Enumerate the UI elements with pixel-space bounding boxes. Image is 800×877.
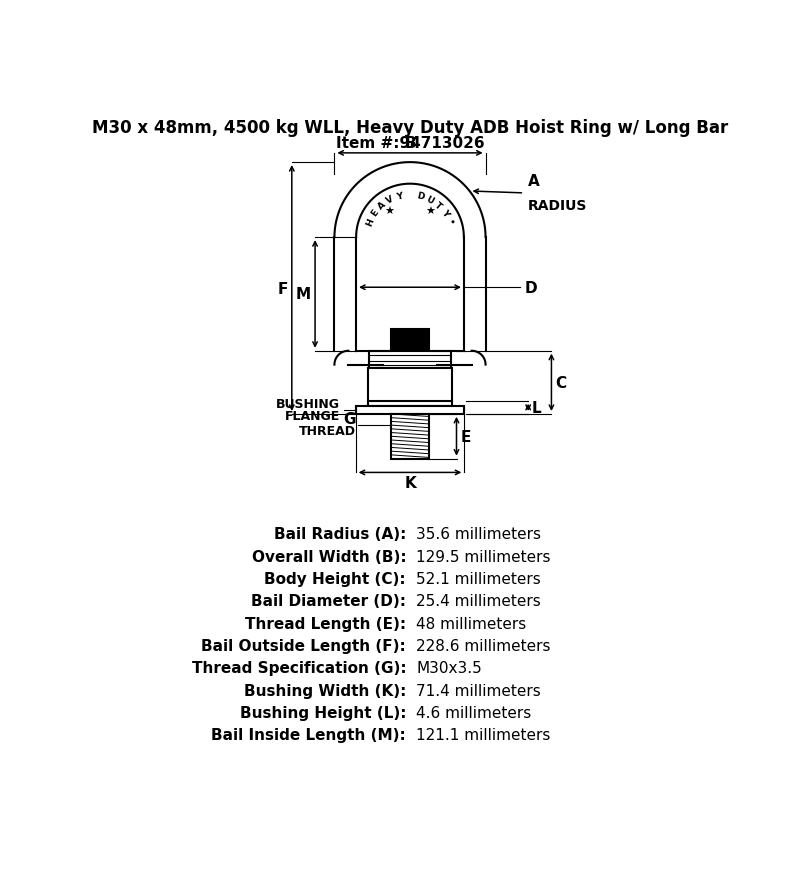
Text: 35.6 millimeters: 35.6 millimeters (416, 527, 542, 542)
Text: ★: ★ (426, 207, 436, 217)
Text: E: E (460, 429, 470, 445)
Polygon shape (391, 330, 429, 352)
Text: Thread Specification (G):: Thread Specification (G): (191, 660, 406, 675)
Text: A: A (528, 174, 540, 189)
Text: Overall Width (B):: Overall Width (B): (251, 549, 406, 564)
Text: Bail Outside Length (F):: Bail Outside Length (F): (202, 638, 406, 653)
Text: Bail Diameter (D):: Bail Diameter (D): (251, 594, 406, 609)
Text: K: K (404, 476, 416, 491)
Text: 71.4 millimeters: 71.4 millimeters (416, 683, 541, 698)
Text: 4.6 millimeters: 4.6 millimeters (416, 705, 531, 720)
Text: Item #:94713026: Item #:94713026 (336, 136, 484, 151)
Text: L: L (532, 401, 542, 416)
Polygon shape (390, 415, 430, 459)
Text: Y: Y (439, 208, 450, 218)
Polygon shape (368, 368, 452, 407)
Text: ★: ★ (384, 207, 394, 217)
Text: 52.1 millimeters: 52.1 millimeters (416, 571, 541, 587)
Text: FLANGE: FLANGE (285, 410, 340, 423)
Text: 121.1 millimeters: 121.1 millimeters (416, 727, 550, 743)
Text: THREAD: THREAD (298, 424, 356, 438)
Text: Thread Length (E):: Thread Length (E): (245, 616, 406, 631)
Text: F: F (278, 282, 288, 296)
Text: E: E (370, 208, 381, 218)
Text: •: • (445, 217, 455, 226)
Text: Bushing Height (L):: Bushing Height (L): (240, 705, 406, 720)
Text: Body Height (C):: Body Height (C): (265, 571, 406, 587)
Text: M30x3.5: M30x3.5 (416, 660, 482, 675)
Text: RADIUS: RADIUS (528, 199, 587, 213)
Text: B: B (404, 136, 416, 151)
Text: Bail Inside Length (M):: Bail Inside Length (M): (211, 727, 406, 743)
Text: A: A (376, 200, 387, 211)
Text: Bushing Width (K):: Bushing Width (K): (244, 683, 406, 698)
Text: 228.6 millimeters: 228.6 millimeters (416, 638, 550, 653)
Text: V: V (385, 195, 395, 205)
Text: 48 millimeters: 48 millimeters (416, 616, 526, 631)
Text: T: T (433, 200, 443, 211)
Text: Bail Radius (A):: Bail Radius (A): (274, 527, 406, 542)
Text: C: C (555, 375, 566, 390)
Text: 129.5 millimeters: 129.5 millimeters (416, 549, 550, 564)
Text: H: H (365, 217, 376, 227)
Polygon shape (370, 352, 450, 368)
Text: G: G (343, 411, 356, 426)
Text: U: U (424, 195, 435, 205)
Text: M30 x 48mm, 4500 kg WLL, Heavy Duty ADB Hoist Ring w/ Long Bar: M30 x 48mm, 4500 kg WLL, Heavy Duty ADB … (92, 119, 728, 137)
Text: M: M (296, 287, 311, 303)
Polygon shape (356, 407, 464, 415)
Text: Y: Y (396, 191, 404, 202)
Text: 25.4 millimeters: 25.4 millimeters (416, 594, 541, 609)
Text: D: D (524, 281, 537, 296)
Text: BUSHING: BUSHING (276, 397, 340, 410)
Text: D: D (415, 191, 425, 202)
